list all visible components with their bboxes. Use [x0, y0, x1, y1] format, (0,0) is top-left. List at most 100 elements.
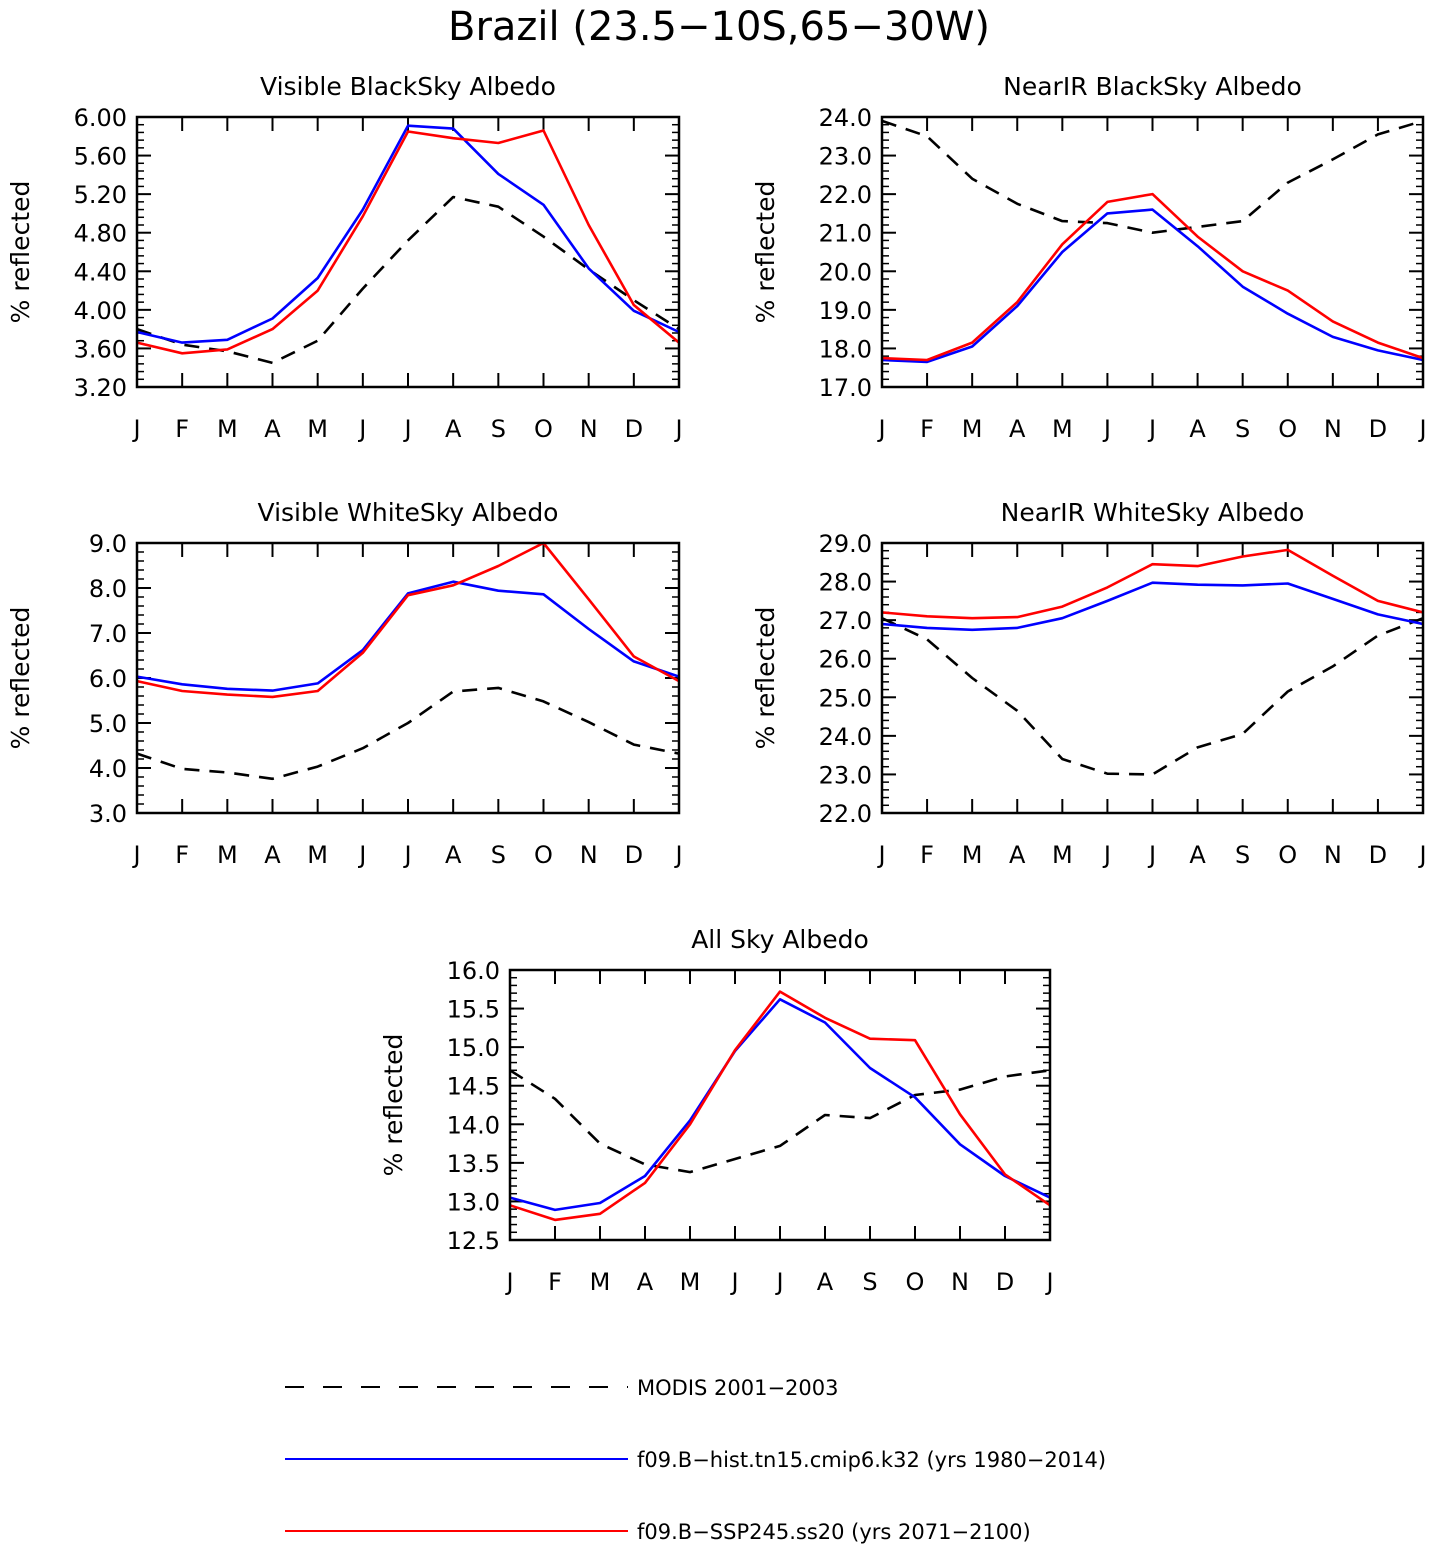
series-line — [881, 581, 1424, 632]
x-tick-label: M — [217, 415, 238, 443]
plot-frame — [508, 968, 1052, 1242]
x-tick-label: F — [548, 1268, 562, 1296]
x-tick-label: S — [1235, 415, 1250, 443]
y-tick-label: 18.0 — [819, 335, 872, 363]
y-tick-label: 14.0 — [447, 1111, 500, 1139]
panel-title: All Sky Albedo — [691, 925, 869, 954]
series-line — [881, 192, 1424, 362]
x-tick-label: S — [862, 1268, 877, 1296]
y-tick-label: 8.0 — [89, 575, 127, 603]
x-tick-label: O — [906, 1268, 925, 1296]
y-axis-label: % reflected — [6, 607, 35, 750]
x-tick-label: M — [962, 841, 983, 869]
legend-label: MODIS 2001−2003 — [637, 1376, 839, 1400]
y-tick-label: 23.0 — [819, 143, 872, 171]
legend-label: f09.B−hist.tn15.cmip6.k32 (yrs 1980−2014… — [637, 1448, 1106, 1472]
x-tick-label: J — [131, 841, 140, 869]
series-line — [136, 129, 680, 355]
y-tick-label: 17.0 — [819, 374, 872, 402]
x-tick-label: J — [357, 841, 366, 869]
y-tick-label: 3.60 — [74, 335, 127, 363]
y-tick-label: 19.0 — [819, 297, 872, 325]
x-tick-label: S — [491, 415, 506, 443]
panel-title: Visible BlackSky Albedo — [260, 72, 556, 101]
x-tick-label: D — [1369, 415, 1387, 443]
x-tick-label: A — [817, 1268, 834, 1296]
panel-title: NearIR BlackSky Albedo — [1003, 72, 1302, 101]
x-tick-label: J — [729, 1268, 738, 1296]
x-tick-label: A — [445, 415, 462, 443]
x-tick-label: J — [774, 1268, 783, 1296]
series-line — [509, 1069, 1051, 1174]
y-axis-label: % reflected — [751, 181, 780, 324]
series-line — [136, 541, 680, 699]
x-tick-label: F — [920, 841, 934, 869]
x-tick-label: J — [504, 1268, 513, 1296]
plot-frame — [880, 541, 1425, 815]
panel-title: Visible WhiteSky Albedo — [258, 498, 559, 527]
x-tick-label: M — [590, 1268, 611, 1296]
x-tick-label: D — [625, 841, 643, 869]
y-axis-label: % reflected — [6, 181, 35, 324]
y-tick-label: 4.00 — [74, 297, 127, 325]
x-tick-label: O — [1278, 841, 1297, 869]
series-line — [509, 997, 1051, 1212]
legend-item: MODIS 2001−2003 — [285, 1376, 839, 1400]
x-tick-label: N — [951, 1268, 969, 1296]
series-line — [136, 686, 680, 781]
legend-item: f09.B−SSP245.ss20 (yrs 2071−2100) — [285, 1520, 1031, 1544]
plot-frame — [135, 115, 681, 389]
x-tick-label: F — [175, 415, 189, 443]
y-tick-label: 6.0 — [89, 665, 127, 693]
series-line — [136, 124, 680, 344]
x-tick-label: F — [175, 841, 189, 869]
y-tick-label: 20.0 — [819, 258, 872, 286]
series-line — [881, 119, 1424, 234]
x-tick-label: A — [1009, 415, 1026, 443]
x-tick-label: J — [131, 415, 140, 443]
series-line — [136, 195, 680, 365]
x-tick-label: J — [673, 841, 682, 869]
x-tick-label: J — [1147, 841, 1156, 869]
x-tick-label: D — [1369, 841, 1387, 869]
x-tick-label: A — [637, 1268, 654, 1296]
y-tick-label: 5.20 — [74, 181, 127, 209]
series-line — [881, 616, 1424, 776]
x-tick-label: A — [445, 841, 462, 869]
y-tick-label: 5.60 — [74, 143, 127, 171]
panel-title: NearIR WhiteSky Albedo — [1001, 498, 1305, 527]
x-tick-label: O — [534, 415, 553, 443]
x-tick-label: S — [491, 841, 506, 869]
y-tick-label: 15.0 — [447, 1034, 500, 1062]
legend-label: f09.B−SSP245.ss20 (yrs 2071−2100) — [637, 1520, 1031, 1544]
y-tick-label: 29.0 — [819, 530, 872, 558]
x-tick-label: J — [1102, 841, 1111, 869]
figure-title: Brazil (23.5−10S,65−30W) — [448, 4, 990, 50]
x-tick-label: A — [1189, 841, 1206, 869]
y-tick-label: 21.0 — [819, 220, 872, 248]
x-tick-label: J — [1044, 1268, 1053, 1296]
y-axis-label: % reflected — [379, 1034, 408, 1177]
series-line — [881, 548, 1424, 620]
x-tick-label: J — [1102, 415, 1111, 443]
y-tick-label: 25.0 — [819, 684, 872, 712]
series-line — [881, 208, 1424, 364]
y-tick-label: 3.0 — [89, 800, 127, 828]
y-tick-label: 28.0 — [819, 569, 872, 597]
y-tick-label: 16.0 — [447, 957, 500, 985]
x-tick-label: J — [402, 841, 411, 869]
y-tick-label: 4.40 — [74, 258, 127, 286]
x-tick-label: N — [1324, 841, 1342, 869]
x-tick-label: M — [680, 1268, 701, 1296]
x-tick-label: A — [1189, 415, 1206, 443]
y-tick-label: 4.0 — [89, 755, 127, 783]
y-tick-label: 13.0 — [447, 1188, 500, 1216]
y-tick-label: 26.0 — [819, 646, 872, 674]
x-tick-label: M — [962, 415, 983, 443]
